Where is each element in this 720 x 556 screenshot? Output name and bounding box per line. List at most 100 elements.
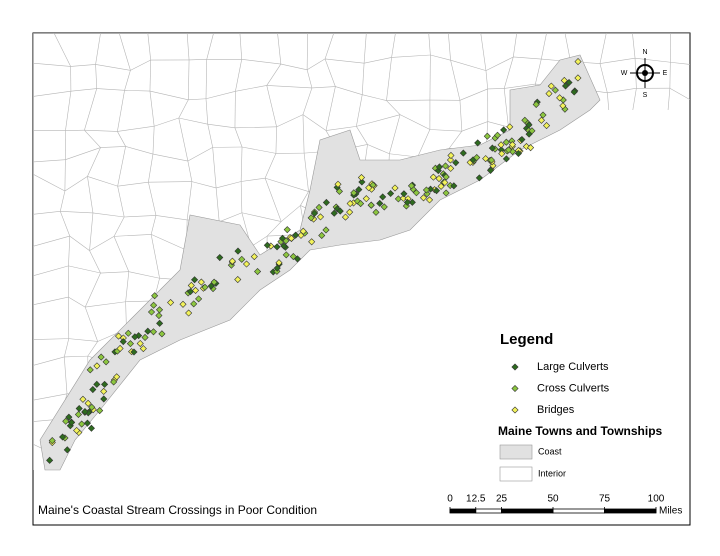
scale-segment <box>449 508 477 514</box>
scale-label: 100 <box>648 494 665 505</box>
crossing-point <box>242 260 251 268</box>
crossing-point <box>207 282 215 290</box>
crossing-point <box>48 437 56 445</box>
town-line <box>700 477 720 482</box>
crossing-point <box>254 268 262 276</box>
town-line <box>459 100 463 132</box>
crossing-point <box>447 151 455 159</box>
town-line <box>89 250 101 274</box>
compass: N S E W <box>621 49 668 99</box>
crossing-point <box>429 173 437 181</box>
town-line <box>186 33 190 61</box>
town-line <box>691 93 716 100</box>
town-line <box>699 33 700 65</box>
crossing-point <box>201 283 209 291</box>
crossing-point <box>167 298 175 307</box>
legend: Legend Maine Towns and Townships Large C… <box>498 331 663 482</box>
crossing-point <box>113 373 121 381</box>
town-line <box>266 63 282 86</box>
town-line <box>276 114 304 128</box>
town-line <box>325 126 357 131</box>
crossing-point <box>446 156 455 164</box>
legend-marker <box>511 406 519 414</box>
town-line <box>215 187 220 222</box>
town-line <box>33 62 71 67</box>
crossing-point <box>315 203 323 211</box>
crossing-point <box>525 130 533 138</box>
crossing-point <box>89 386 97 394</box>
crossing-point <box>441 162 450 170</box>
crossing-point <box>350 189 358 197</box>
town-line <box>89 212 94 251</box>
town-line <box>241 146 276 154</box>
town-line <box>695 208 720 219</box>
crossing-point <box>341 213 350 221</box>
crossing-point <box>273 264 281 272</box>
town-line <box>63 338 70 357</box>
town-line <box>235 59 243 92</box>
town-line <box>716 335 720 360</box>
crossing-point <box>487 166 495 174</box>
town-line <box>178 99 189 119</box>
town-line <box>84 88 98 131</box>
crossing-point <box>574 58 582 66</box>
crossing-point <box>144 327 152 335</box>
crossing-point <box>505 146 513 154</box>
town-line <box>250 235 268 247</box>
town-line <box>306 69 313 89</box>
crossing-point <box>116 344 124 352</box>
town-line <box>669 87 690 101</box>
crossing-point <box>508 141 517 149</box>
town-line <box>302 87 313 115</box>
town-line <box>206 33 214 60</box>
town-line <box>275 126 277 154</box>
crossing-point <box>155 312 163 320</box>
town-line <box>191 181 217 189</box>
town-line <box>324 58 336 87</box>
town-line <box>117 186 125 218</box>
town-line <box>186 181 193 220</box>
town-line <box>325 86 336 131</box>
town-line <box>113 236 130 272</box>
crossing-point <box>292 231 300 239</box>
crossing-point <box>238 255 246 263</box>
town-line <box>33 265 69 277</box>
crossing-point <box>83 419 91 427</box>
crossing-point <box>87 424 95 432</box>
crossing-point <box>158 330 166 338</box>
legend-label: Bridges <box>537 404 575 416</box>
crossing-point <box>387 189 395 198</box>
town-line <box>148 153 154 183</box>
crossing-point <box>195 295 203 303</box>
town-line <box>306 58 326 71</box>
town-line <box>362 94 387 101</box>
town-line <box>117 181 149 187</box>
town-line <box>33 173 66 192</box>
town-line <box>417 129 431 158</box>
crossing-point <box>551 86 559 94</box>
town-line <box>87 341 98 357</box>
town-line <box>300 191 309 206</box>
crossing-point <box>346 199 354 208</box>
crossing-point <box>149 328 158 336</box>
crossing-point <box>273 243 281 251</box>
crossing-point <box>102 358 110 366</box>
crossing-point <box>357 200 365 208</box>
town-line <box>692 446 700 477</box>
crossing-point <box>422 186 430 194</box>
town-line <box>364 57 392 64</box>
town-line <box>692 444 720 446</box>
crossing-point <box>141 333 149 341</box>
town-line <box>188 98 207 101</box>
town-line <box>716 84 720 93</box>
town-line <box>187 160 193 182</box>
town-line <box>68 296 86 308</box>
town-line <box>264 178 282 222</box>
crossing-point <box>310 209 319 217</box>
town-line <box>59 211 71 237</box>
crossing-point <box>433 187 441 195</box>
town-line <box>96 88 125 91</box>
